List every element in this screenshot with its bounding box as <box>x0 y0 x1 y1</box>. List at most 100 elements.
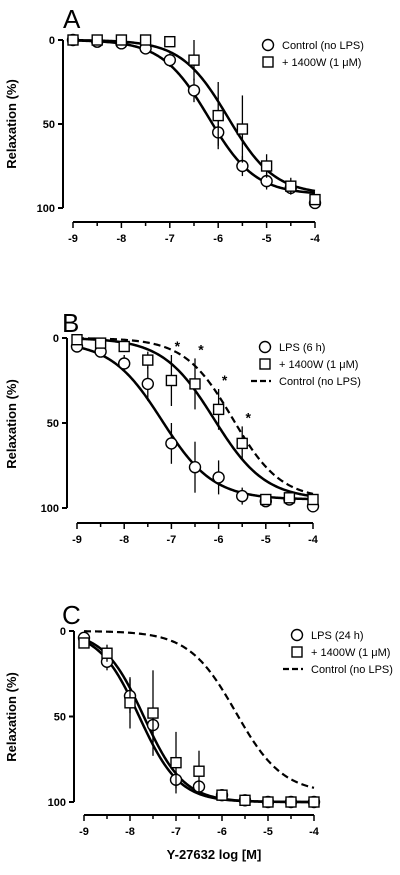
data-point-square <box>101 647 113 659</box>
data-point-square <box>142 354 154 366</box>
x-tick-label: -9 <box>68 233 78 245</box>
data-point-square <box>118 340 130 353</box>
x-tick-label: -8 <box>125 826 135 838</box>
x-tick-label: -9 <box>72 534 82 546</box>
data-point-circle <box>165 437 178 450</box>
panel-letter: C <box>62 600 81 630</box>
x-tick-label: -6 <box>214 534 224 546</box>
y-tick-label: 0 <box>60 626 66 638</box>
data-point-circle <box>141 377 155 391</box>
x-tick-label: -7 <box>165 233 175 245</box>
x-tick-label: -5 <box>263 826 273 838</box>
data-point-square <box>236 123 249 135</box>
legend: LPS (24 h) + 1400W (1 μM) Control (no LPS) <box>283 628 393 676</box>
panel-b: B0 50 100 -9 -8 -7 -6 -5 -4 Relaxation (%) * * * * LPS… <box>4 308 361 546</box>
y-tick-label: 100 <box>37 203 55 215</box>
legend-label: + 1400W (1 μM) <box>282 57 361 69</box>
x-tick-label: -5 <box>262 233 272 245</box>
legend: LPS (6 h) + 1400W (1 μM) Control (no LPS) <box>251 340 361 388</box>
data-point-square <box>78 637 90 649</box>
data-point-square <box>309 193 321 206</box>
y-tick-label: 50 <box>43 119 55 131</box>
y-tick-label: 0 <box>53 333 59 345</box>
legend-label: LPS (24 h) <box>311 630 364 642</box>
y-tick-label: 0 <box>49 35 55 47</box>
x-tick-label: -6 <box>217 826 227 838</box>
data-point-square <box>164 35 176 48</box>
data-point-square <box>260 493 272 506</box>
x-tick-label: -7 <box>171 826 181 838</box>
x-tick-label: -4 <box>310 233 321 245</box>
x-tick-label: -9 <box>79 826 89 838</box>
legend: Control (no LPS) + 1400W (1 μM) <box>261 38 364 69</box>
y-axis-label: Relaxation (%) <box>4 79 19 169</box>
legend-square-swatch <box>259 358 271 370</box>
data-point-circle <box>212 471 225 484</box>
data-point-square <box>165 374 178 387</box>
data-point-square <box>94 337 107 349</box>
data-point-square <box>285 796 297 808</box>
legend-label: Control (no LPS) <box>282 40 364 52</box>
significance-star: * <box>175 338 181 354</box>
panel-c: C0 50 100 -9 -8 -7 -6 -5 -4 Relaxation (%) Y-27632… <box>4 600 393 862</box>
series-fit-curve <box>83 630 315 789</box>
x-tick-label: -4 <box>308 534 319 546</box>
data-point-square <box>71 334 83 346</box>
data-point-square <box>212 403 225 416</box>
legend-circle-swatch <box>258 340 272 354</box>
data-point-circle <box>163 53 177 67</box>
y-tick-label: 50 <box>54 712 66 724</box>
data-point-square <box>170 756 182 769</box>
data-point-square <box>189 378 201 390</box>
y-axis-label: Relaxation (%) <box>4 379 19 469</box>
data-point-square <box>283 492 296 504</box>
data-point-square <box>67 34 79 46</box>
panel-letter: A <box>63 4 81 34</box>
data-point-square <box>139 34 152 46</box>
x-tick-label: -7 <box>167 534 177 546</box>
legend-circle-swatch <box>290 628 304 642</box>
significance-star: * <box>198 341 204 357</box>
legend-label: + 1400W (1 μM) <box>311 647 390 659</box>
y-axis-label: Relaxation (%) <box>4 672 19 762</box>
x-tick-label: -5 <box>261 534 271 546</box>
legend-label: Control (no LPS) <box>311 664 393 676</box>
legend-label: + 1400W (1 μM) <box>279 359 358 371</box>
legend-label: LPS (6 h) <box>279 342 325 354</box>
data-point-circle <box>235 489 249 503</box>
data-point-square <box>188 54 200 66</box>
x-tick-label: -6 <box>213 233 223 245</box>
legend-square-swatch <box>291 646 303 658</box>
data-point-square <box>260 160 273 172</box>
x-axis-label: Y-27632 log [M] <box>167 847 262 862</box>
data-point-square <box>216 789 228 801</box>
y-tick-label: 100 <box>41 503 59 515</box>
y-tick-label: 50 <box>47 418 59 430</box>
legend-square-swatch <box>262 56 274 68</box>
data-point-square <box>307 493 319 506</box>
x-tick-label: -8 <box>117 233 127 245</box>
data-point-circle <box>188 461 202 474</box>
data-point-square <box>212 109 224 122</box>
significance-star: * <box>245 409 251 425</box>
data-point-square <box>124 697 136 709</box>
y-tick-label: 100 <box>48 797 66 809</box>
data-point-circle <box>117 357 131 370</box>
data-point-square <box>262 796 274 808</box>
data-point-square <box>193 765 205 777</box>
significance-star: * <box>222 372 228 388</box>
data-point-square <box>147 707 159 719</box>
data-point-square <box>91 34 103 46</box>
data-point-square <box>115 34 128 46</box>
data-point-circle <box>187 84 201 97</box>
x-tick-label: -4 <box>309 826 320 838</box>
data-point-square <box>239 794 251 806</box>
panel-letter: B <box>62 308 79 338</box>
data-point-square <box>236 437 248 450</box>
data-point-square <box>308 796 320 808</box>
data-point-square <box>285 180 297 192</box>
legend-label: Control (no LPS) <box>279 376 361 388</box>
legend-circle-swatch <box>261 38 275 52</box>
x-tick-label: -8 <box>119 534 129 546</box>
